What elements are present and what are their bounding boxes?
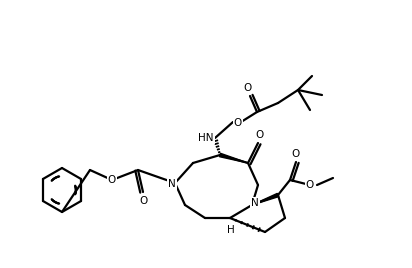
Text: O: O (140, 196, 148, 206)
Text: O: O (244, 83, 252, 93)
Text: O: O (256, 130, 264, 140)
Polygon shape (252, 193, 279, 205)
Text: HN: HN (198, 133, 214, 143)
Text: N: N (168, 179, 176, 189)
Text: O: O (306, 180, 314, 190)
Text: N: N (251, 198, 259, 208)
Polygon shape (220, 153, 248, 163)
Text: O: O (108, 175, 116, 185)
Text: O: O (234, 118, 242, 128)
Text: H: H (227, 225, 235, 235)
Text: O: O (292, 149, 300, 159)
